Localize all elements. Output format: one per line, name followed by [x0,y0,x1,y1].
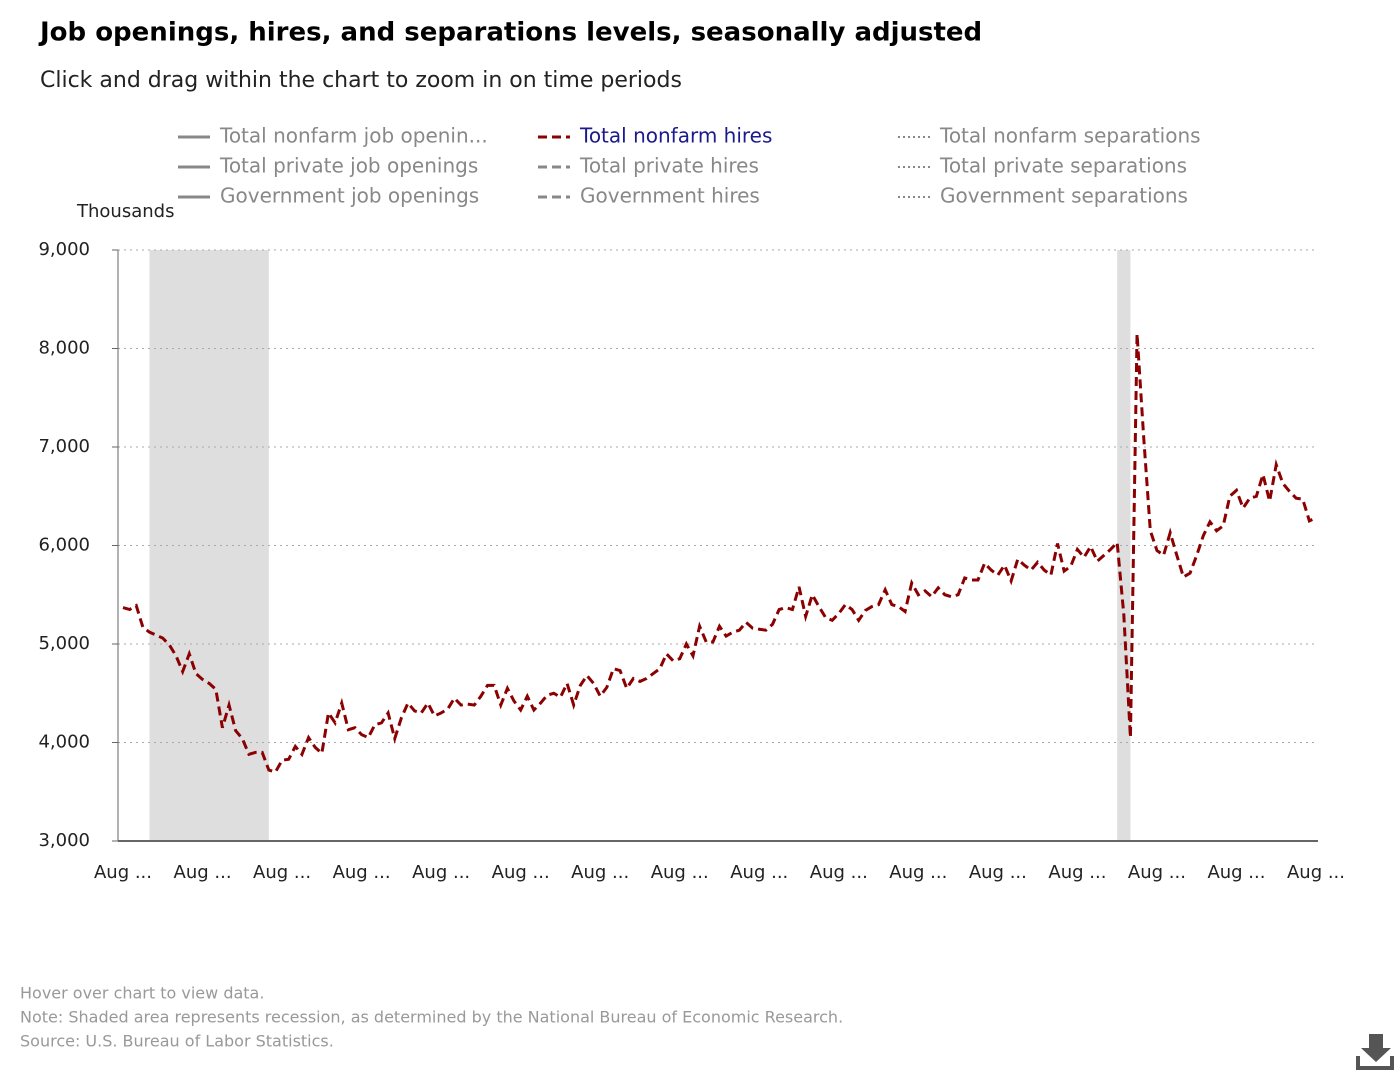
x-tick-label: Aug ... [571,862,629,883]
x-tick-label: Aug ... [94,862,152,883]
x-tick-label: Aug ... [810,862,868,883]
y-tick-label: 6,000 [38,535,90,556]
footer-note: Note: Shaded area represents recession, … [20,1008,843,1027]
recession-band [1117,250,1131,841]
y-tick-label: 7,000 [38,436,90,457]
legend-label[interactable]: Government job openings [220,184,479,208]
legend-label[interactable]: Government separations [940,184,1188,208]
y-tick-label: 8,000 [38,338,90,359]
x-tick-label: Aug ... [651,862,709,883]
y-tick-label: 5,000 [38,633,90,654]
chart-title: Job openings, hires, and separations lev… [38,18,982,48]
x-tick-label: Aug ... [889,862,947,883]
y-tick-label: 9,000 [38,239,90,260]
x-tick-label: Aug ... [969,862,1027,883]
chart-subtitle: Click and drag within the chart to zoom … [40,68,682,93]
x-tick-label: Aug ... [253,862,311,883]
x-tick-label: Aug ... [492,862,550,883]
legend-label[interactable]: Total nonfarm separations [939,124,1201,148]
legend-label[interactable]: Government hires [580,184,760,208]
y-axis-label: Thousands [76,201,174,222]
x-tick-label: Aug ... [174,862,232,883]
footer-note: Source: U.S. Bureau of Labor Statistics. [20,1032,334,1051]
y-tick-label: 4,000 [38,732,90,753]
legend-label[interactable]: Total private job openings [219,154,478,178]
footer-note: Hover over chart to view data. [20,984,264,1003]
download-button[interactable] [1354,1030,1394,1072]
legend-label[interactable]: Total nonfarm hires [579,124,772,148]
legend-label[interactable]: Total private hires [579,154,759,178]
legend-label[interactable]: Total private separations [939,154,1187,178]
x-tick-label: Aug ... [1128,862,1186,883]
legend-label[interactable]: Total nonfarm job openin... [219,124,488,148]
y-tick-label: 3,000 [38,830,90,851]
x-tick-label: Aug ... [1048,862,1106,883]
series-line [122,333,1317,774]
x-tick-label: Aug ... [1287,862,1345,883]
x-tick-label: Aug ... [1207,862,1265,883]
x-tick-label: Aug ... [730,862,788,883]
x-tick-label: Aug ... [412,862,470,883]
x-tick-label: Aug ... [333,862,391,883]
